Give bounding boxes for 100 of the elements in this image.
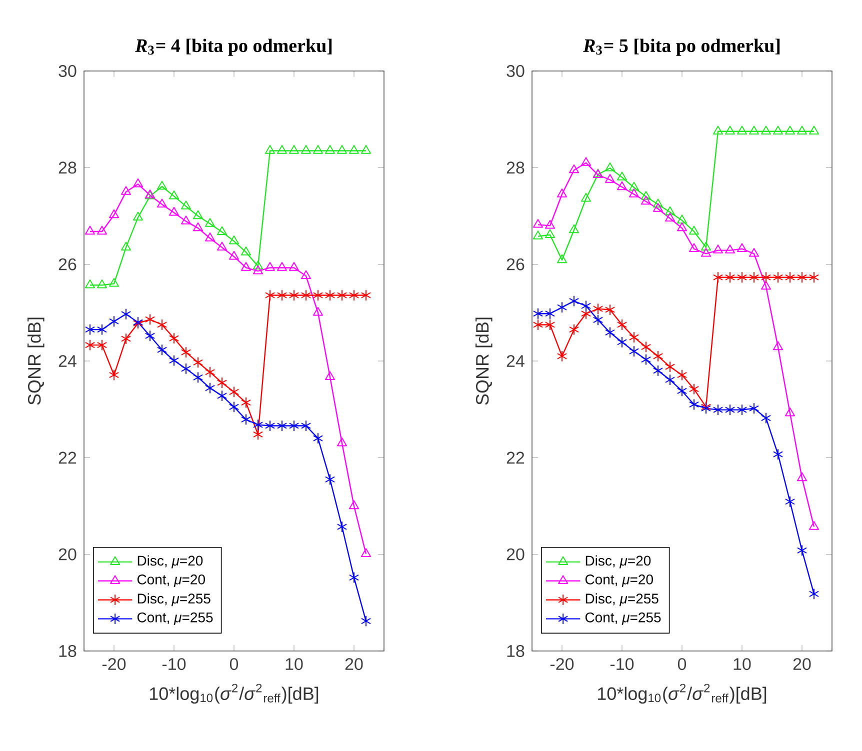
point [133,178,144,188]
y-axis-title: SQNR [dB] [476,318,492,405]
point [545,229,556,238]
point [533,319,544,330]
point [653,203,664,212]
point [348,572,359,584]
point [713,272,723,284]
point [216,377,228,388]
point [360,145,371,154]
point [85,279,96,288]
point [736,243,748,252]
y-tick-label: 24 [58,355,76,367]
point [216,242,228,251]
point [653,198,664,208]
point [193,356,203,368]
point [252,260,264,270]
point [677,222,688,232]
point [264,145,276,154]
point [605,162,616,172]
point [229,401,239,413]
point [156,344,168,356]
chart-title: R$_{3}$= 4 [bita po odmerku] [135,38,332,56]
point [617,336,628,348]
point [545,220,556,229]
point [97,339,108,351]
point [276,290,287,301]
point [324,474,335,486]
point [156,198,168,208]
chart-title: R$_{3}$= 5 [bita po odmerku] [583,38,780,56]
point [629,182,640,191]
point [229,235,239,244]
point [312,306,323,316]
point [216,226,228,236]
point [312,145,323,154]
legend-label: Disc, μ=255 [138,593,210,606]
point [85,339,96,351]
x-tick-label: 10 [734,658,751,670]
point [665,206,675,216]
point [324,290,335,301]
text: 10*log$_{10}$(σ$^{2}$/σ$^{2}$$_{reff}$)[dB] [150,684,318,704]
point [85,324,96,336]
point [181,200,191,210]
point [300,270,311,280]
point [204,366,216,378]
point [581,300,592,312]
point [264,290,276,301]
y-axis-title: SQNR [dB] [28,318,44,405]
point [288,145,299,154]
point [97,324,108,336]
y-tick-label: 24 [506,355,524,367]
point [264,420,276,432]
point [168,190,180,200]
point [121,308,132,320]
point [336,145,347,154]
y-tick-label: 22 [58,452,76,464]
legend-label: Disc, μ=20 [138,555,203,568]
y-tick-label: 20 [506,548,524,560]
point [640,354,652,366]
legend-label: Cont, μ=255 [585,612,661,625]
point [276,420,287,432]
point [193,372,203,384]
point [677,385,688,397]
point [264,262,276,271]
point [653,364,664,376]
point [193,210,203,220]
point [276,145,287,154]
point [713,244,723,254]
point [181,216,191,224]
point [336,290,347,301]
point [592,303,604,314]
point [288,420,299,432]
point [168,354,180,366]
x-tick-label: -10 [610,658,634,670]
point [324,371,335,380]
point [761,272,771,284]
point [736,272,748,284]
point [748,248,760,257]
point [569,295,580,307]
point [557,188,568,198]
y-tick-label: 30 [506,64,524,78]
y-tick-label: 26 [58,258,76,270]
point [724,126,735,135]
point [688,226,700,235]
point [640,341,652,353]
point [145,330,156,342]
point [312,432,323,444]
point [545,308,556,320]
point [629,188,640,198]
point [761,280,771,290]
point [252,419,264,430]
point [640,196,652,205]
point [665,212,675,222]
y-tick-label: 18 [507,644,524,658]
point [85,226,96,235]
point [229,250,239,260]
y-tick-label: 22 [506,452,524,464]
point [108,316,120,328]
point [629,346,640,358]
point [796,272,807,284]
point [581,192,592,202]
